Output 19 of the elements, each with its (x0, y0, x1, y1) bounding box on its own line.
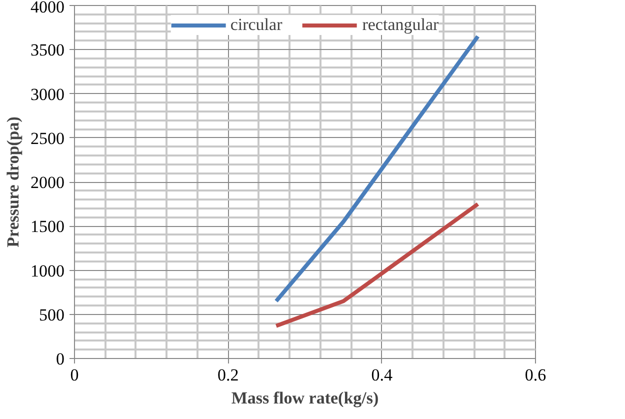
x-tick-label: 0 (70, 366, 79, 384)
y-tick-label: 3500 (30, 40, 64, 60)
y-tick-label: 0 (56, 350, 64, 368)
x-tick-label: 0.2 (218, 366, 239, 384)
y-tick-label: 2000 (30, 173, 64, 192)
y-axis-title: Pressure drop(pa) (4, 116, 22, 248)
y-tick-label: 1500 (30, 217, 64, 236)
line-series (274, 34, 480, 304)
x-axis-title: Mass flow rate(kg/s) (231, 388, 379, 408)
y-tick-label: 1000 (30, 261, 64, 280)
y-tick-label: 500 (39, 305, 64, 324)
y-tick-label: 4000 (30, 0, 64, 16)
legend-label: rectangular (362, 15, 439, 35)
x-tick-label: 0.6 (524, 366, 546, 384)
x-tick-label: 0.4 (371, 366, 393, 384)
legend-label: circular (230, 15, 282, 35)
y-tick-label: 2500 (30, 128, 64, 148)
y-tick-label: 3000 (30, 84, 64, 104)
line-series (274, 202, 480, 328)
